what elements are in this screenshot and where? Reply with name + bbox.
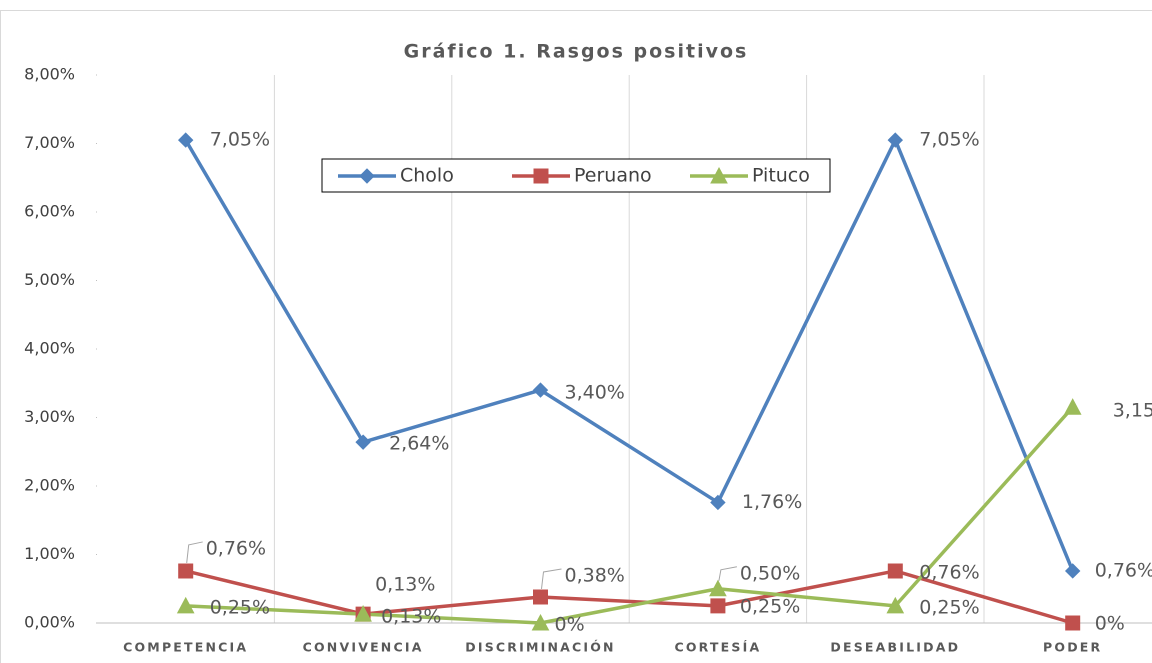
data-label: 2,64% — [389, 433, 449, 455]
legend: Cholo Peruano Pituco — [338, 165, 810, 187]
x-tick-label: CONVIVENCIA — [303, 640, 424, 655]
plot-area: 7,05% 2,64% 3,40% 1,76% 7,05% 0,76% 0,76% 0,13%… — [176, 129, 1152, 636]
legend-label: Cholo — [400, 165, 454, 187]
data-label: 0% — [1095, 613, 1125, 635]
marker — [533, 168, 549, 184]
legend-label: Peruano — [574, 165, 652, 187]
y-tick-label: 1,00% — [24, 544, 75, 563]
marker — [1063, 398, 1082, 415]
chart-border — [0, 10, 1152, 663]
grid: 0,00% 1,00% 2,00% 3,00% 4,00% 5,00% 6,00% 7,00%… — [24, 65, 1152, 655]
marker — [710, 494, 726, 511]
y-tick-label: 5,00% — [24, 270, 75, 289]
data-label: 0,13% — [381, 606, 441, 628]
marker — [1064, 563, 1081, 579]
series-line — [184, 138, 1075, 572]
marker — [1065, 615, 1081, 631]
data-label: 1,76% — [742, 491, 802, 513]
marker — [176, 596, 195, 614]
y-tick-label: 2,00% — [24, 476, 75, 495]
series-line — [185, 569, 1074, 625]
label-leader — [186, 541, 203, 563]
y-tick-label: 4,00% — [24, 339, 75, 358]
data-label: 0,76% — [1095, 559, 1152, 581]
series-line — [185, 406, 1075, 625]
data-label: 3,40% — [565, 382, 625, 404]
y-tick-label: 8,00% — [24, 65, 75, 84]
label-leader — [541, 568, 562, 590]
marker — [887, 132, 904, 148]
marker — [709, 579, 727, 597]
marker — [177, 132, 194, 148]
data-label: 0,76% — [206, 537, 266, 559]
data-label: 7,05% — [210, 129, 270, 151]
y-tick-label: 0,00% — [24, 613, 75, 632]
data-label: 0% — [555, 614, 585, 636]
data-label: 0,13% — [375, 574, 435, 596]
legend-label: Pituco — [752, 165, 810, 187]
marker — [710, 166, 728, 184]
marker — [354, 605, 372, 622]
data-label: 0,25% — [210, 596, 270, 618]
x-tick-label: DISCRIMINACIÓN — [465, 640, 615, 655]
marker — [355, 434, 371, 450]
data-label: 0,76% — [919, 561, 979, 583]
y-tick-label: 7,00% — [24, 133, 75, 152]
data-label: 0,50% — [740, 562, 800, 584]
legend-box — [321, 158, 831, 193]
data-label: 0,25% — [919, 596, 979, 618]
y-tick-label: 6,00% — [24, 202, 75, 221]
marker — [359, 168, 375, 184]
x-tick-label: COMPETENCIA — [123, 640, 248, 655]
marker — [886, 596, 905, 614]
marker — [532, 382, 549, 398]
data-label: 0,38% — [565, 564, 625, 586]
marker — [533, 589, 548, 605]
chart-title: Gráfico 1. Rasgos positivos — [404, 41, 749, 63]
label-leader — [718, 566, 737, 581]
data-label: 3,15% — [1113, 400, 1152, 422]
marker — [710, 598, 726, 614]
marker — [178, 563, 194, 579]
data-label: 7,05% — [919, 129, 979, 151]
x-tick-label: DESEABILIDAD — [830, 640, 960, 655]
x-tick-label: CORTESÍA — [674, 640, 761, 655]
marker — [887, 563, 903, 579]
x-tick-label: PODER — [1043, 640, 1102, 655]
marker — [531, 613, 550, 631]
data-label: 0,25% — [740, 595, 800, 617]
y-tick-label: 3,00% — [24, 407, 75, 426]
